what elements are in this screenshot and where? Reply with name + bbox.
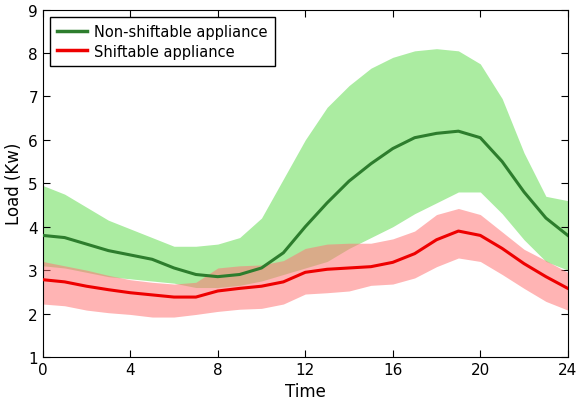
Legend: Non-shiftable appliance, Shiftable appliance: Non-shiftable appliance, Shiftable appli… <box>50 18 275 67</box>
Y-axis label: Load (Kw): Load (Kw) <box>5 143 23 225</box>
X-axis label: Time: Time <box>285 382 326 401</box>
